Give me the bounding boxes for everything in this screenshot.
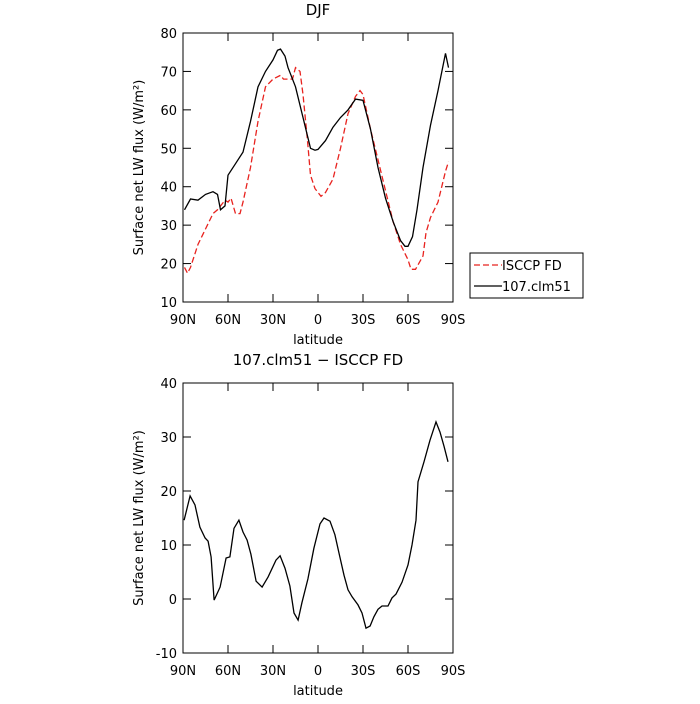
y-tick-label: 60	[160, 104, 177, 119]
y-tick-label: 10	[160, 539, 177, 554]
x-tick-label: 0	[314, 664, 322, 679]
y-tick-label: 0	[169, 593, 177, 608]
plot-frame	[182, 32, 454, 303]
x-tick-label: 60N	[215, 313, 241, 328]
x-tick-label: 0	[314, 313, 322, 328]
chart-title: 107.clm51 − ISCCP FD	[233, 351, 404, 369]
x-tick-label: 60S	[396, 664, 421, 679]
x-tick-label: 30N	[260, 664, 286, 679]
data-line	[183, 419, 449, 630]
x-tick-label: 90N	[170, 313, 196, 328]
y-tick-label: 40	[160, 181, 177, 196]
y-tick-label: 30	[160, 219, 177, 234]
y-tick-label: 10	[160, 296, 177, 311]
x-tick-label: 30S	[351, 313, 376, 328]
x-axis-label: latitude	[293, 333, 343, 348]
data-line	[183, 66, 450, 275]
legend-label: ISCCP FD	[502, 259, 562, 274]
legend-label: 107.clm51	[502, 280, 571, 295]
x-tick-label: 30N	[260, 313, 286, 328]
y-axis-label: Surface net LW flux (W/m²)	[132, 80, 147, 256]
legend-box	[469, 252, 584, 299]
x-tick-label: 30S	[351, 664, 376, 679]
x-tick-label: 60S	[396, 313, 421, 328]
y-tick-label: 20	[160, 485, 177, 500]
y-tick-label: -10	[156, 647, 177, 662]
y-tick-label: 20	[160, 258, 177, 273]
x-tick-label: 90N	[170, 664, 196, 679]
y-tick-label: 70	[160, 65, 177, 80]
x-tick-label: 90S	[441, 664, 466, 679]
x-axis-label: latitude	[293, 684, 343, 699]
y-axis-label: Surface net LW flux (W/m²)	[132, 430, 147, 606]
plot-frame	[182, 382, 454, 654]
y-tick-label: 80	[160, 27, 177, 42]
data-line	[183, 48, 450, 247]
y-tick-label: 40	[160, 377, 177, 392]
y-tick-label: 50	[160, 142, 177, 157]
x-tick-label: 90S	[441, 313, 466, 328]
x-tick-label: 60N	[215, 664, 241, 679]
y-tick-label: 30	[160, 431, 177, 446]
chart-title: DJF	[306, 1, 331, 19]
